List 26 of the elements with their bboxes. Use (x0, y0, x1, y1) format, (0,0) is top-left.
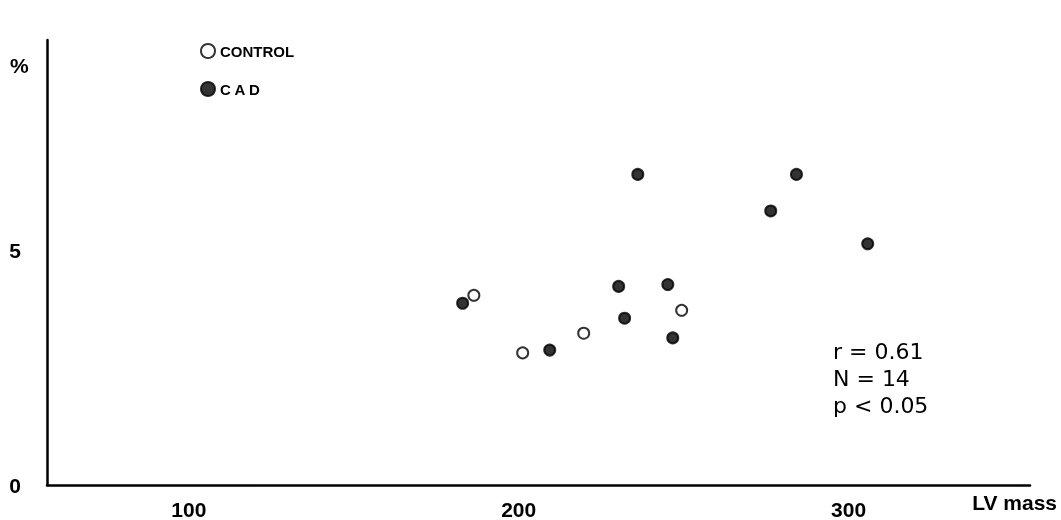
point (618, 311, 632, 325)
point (764, 204, 778, 218)
legend-label: CONTROL (220, 42, 295, 60)
x-tick-label: 300 (831, 498, 867, 520)
point (516, 346, 530, 360)
point (543, 343, 557, 357)
x-tick-label: 100 (171, 498, 207, 520)
point (675, 303, 689, 317)
point (612, 279, 626, 293)
point (577, 326, 591, 340)
annotation: r = 0.61 (833, 338, 924, 364)
annotation: N = 14 (833, 365, 910, 391)
point (789, 167, 803, 181)
point (456, 296, 470, 310)
x-tick-label: 200 (501, 498, 537, 520)
y-axis-title: % (10, 54, 29, 77)
point (631, 167, 645, 181)
y-tick-label: 0 (9, 473, 21, 497)
y-tick-label: 5 (9, 239, 22, 263)
legend-label: C A D (220, 80, 260, 98)
point (666, 331, 680, 345)
point (661, 278, 675, 292)
point (861, 237, 875, 251)
x-axis-title: LV mass (972, 491, 1058, 514)
annotation: p < 0.05 (833, 392, 929, 418)
point (467, 288, 481, 302)
